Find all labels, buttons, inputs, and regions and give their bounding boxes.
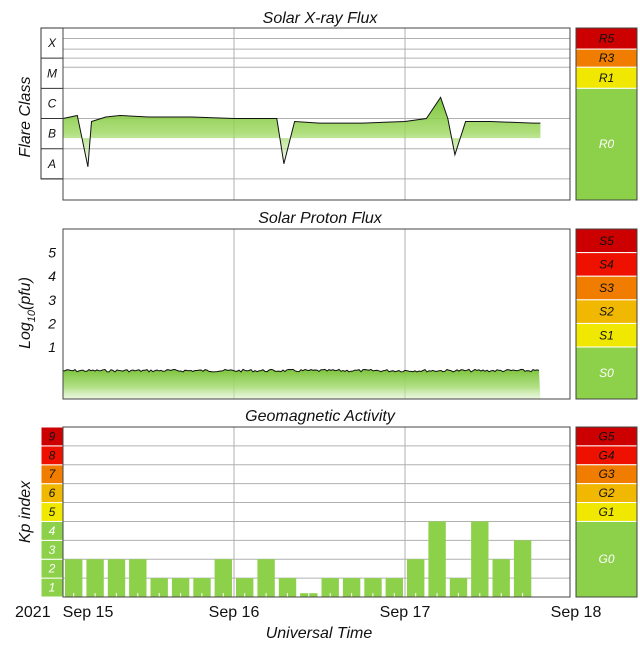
flare-class-a: A xyxy=(47,157,56,171)
time-axis: 2021 Sep 15 Sep 16 Sep 17 Sep 18 Universal … xyxy=(15,604,601,642)
kp-level-column: 1 2 3 4 5 6 7 8 9 xyxy=(40,426,64,598)
xray-flux-line xyxy=(62,96,541,167)
kp-bar xyxy=(342,578,361,597)
proton-tick-1: 1 xyxy=(48,339,56,355)
proton-tick-4: 4 xyxy=(48,268,56,284)
xray-class-column: A B C M X xyxy=(40,27,64,180)
flare-class-c: C xyxy=(48,96,57,110)
kp-bar xyxy=(385,578,403,597)
kp-level-label-5: 5 xyxy=(49,505,56,519)
proton-y-ticks: 1 2 3 4 5 xyxy=(47,245,56,355)
radio-blackout-scale: R5 R3 R1 R0 xyxy=(575,27,638,201)
kp-level-label-1: 1 xyxy=(49,581,56,595)
x-tick-sep-17: Sep 17 xyxy=(380,604,431,621)
kp-bar xyxy=(150,578,168,597)
scale-label-r0: R0 xyxy=(599,137,615,151)
kp-ylabel: Kp index xyxy=(17,480,34,543)
flare-class-x: X xyxy=(47,36,57,50)
scale-label-g5: G5 xyxy=(598,429,614,443)
kp-plot-border xyxy=(62,426,571,598)
xray-grid xyxy=(63,28,570,200)
proton-tick-2: 2 xyxy=(47,315,56,331)
kp-bar xyxy=(278,578,297,597)
kp-bar xyxy=(492,559,510,597)
proton-flux-line xyxy=(62,368,540,373)
kp-bar xyxy=(86,559,104,597)
kp-bar xyxy=(171,578,190,597)
x-tick-sep-18: Sep 18 xyxy=(551,604,602,621)
scale-level-r0 xyxy=(575,87,638,201)
scale-label-r1: R1 xyxy=(599,71,614,85)
kp-bar xyxy=(107,559,126,597)
geomagnetic-storm-scale: G5 G4 G3 G2 G1 G0 xyxy=(575,426,638,598)
scale-label-s5: S5 xyxy=(599,234,614,248)
kp-bar xyxy=(471,521,489,597)
flare-class-m: M xyxy=(47,66,57,80)
xray-ylabel: Flare Class xyxy=(17,77,34,158)
kp-bar xyxy=(513,540,532,597)
xray-plot-border xyxy=(62,27,571,201)
kp-bar xyxy=(407,559,425,597)
kp-bar xyxy=(321,578,339,597)
scale-label-g2: G2 xyxy=(598,486,614,500)
kp-level-label-9: 9 xyxy=(49,429,56,443)
scale-label-g0: G0 xyxy=(598,552,614,566)
scale-frame xyxy=(575,426,638,598)
flare-class-b: B xyxy=(48,127,56,141)
x-tick-sep-16: Sep 16 xyxy=(209,604,260,621)
kp-level-label-6: 6 xyxy=(49,486,56,500)
xray-plot-frame xyxy=(62,27,571,201)
scale-label-s3: S3 xyxy=(599,281,614,295)
scale-level-s0 xyxy=(575,346,638,400)
x-tick-labels: Sep 15 Sep 16 Sep 17 Sep 18 xyxy=(63,604,602,621)
kp-bars xyxy=(65,521,532,597)
year-label: 2021 xyxy=(15,604,51,621)
kp-level-label-8: 8 xyxy=(49,448,56,462)
kp-bar xyxy=(364,578,382,597)
kp-bar xyxy=(65,559,83,597)
proton-title: Solar Proton Flux xyxy=(258,210,383,227)
scale-label-s1: S1 xyxy=(599,328,614,342)
kp-bar xyxy=(428,521,446,597)
proton-flux-area xyxy=(63,369,541,399)
scale-label-g1: G1 xyxy=(598,505,614,519)
x-tick-sep-15: Sep 15 xyxy=(63,604,114,621)
scale-label-s0: S0 xyxy=(599,366,614,380)
kp-bar xyxy=(236,578,254,597)
kp-bar xyxy=(129,559,147,597)
scale-label-r3: R3 xyxy=(599,51,615,65)
proton-tick-3: 3 xyxy=(48,292,56,308)
xray-flux-area xyxy=(63,97,541,167)
kp-bar xyxy=(257,559,275,597)
kp-level-label-7: 7 xyxy=(49,467,57,481)
proton-plot-border xyxy=(62,228,571,400)
x-axis-label: Universal Time xyxy=(266,625,373,642)
kp-bar xyxy=(193,578,211,597)
solar-radiation-scale: S5 S4 S3 S2 S1 S0 xyxy=(575,228,638,400)
kp-level-label-4: 4 xyxy=(49,524,56,538)
kp-level-label-2: 2 xyxy=(48,562,56,576)
scale-frame xyxy=(575,228,638,400)
scale-frame xyxy=(575,27,638,201)
scale-level-g0 xyxy=(575,520,638,598)
scale-label-r5: R5 xyxy=(599,32,615,46)
proton-tick-5: 5 xyxy=(48,245,56,261)
proton-ylabel: Log10(pfu) xyxy=(17,277,38,349)
scale-label-s2: S2 xyxy=(599,305,614,319)
kp-title: Geomagnetic Activity xyxy=(245,408,396,425)
scale-label-s4: S4 xyxy=(599,257,614,271)
xray-title: Solar X-ray Flux xyxy=(263,10,379,27)
scale-label-g4: G4 xyxy=(598,448,614,462)
kp-bar xyxy=(214,559,232,597)
kp-panel: Geomagnetic Activity Kp index 123456789 … xyxy=(17,408,638,598)
kp-bar xyxy=(449,578,468,597)
scale-label-g3: G3 xyxy=(598,467,614,481)
kp-level-label-3: 3 xyxy=(49,543,56,557)
